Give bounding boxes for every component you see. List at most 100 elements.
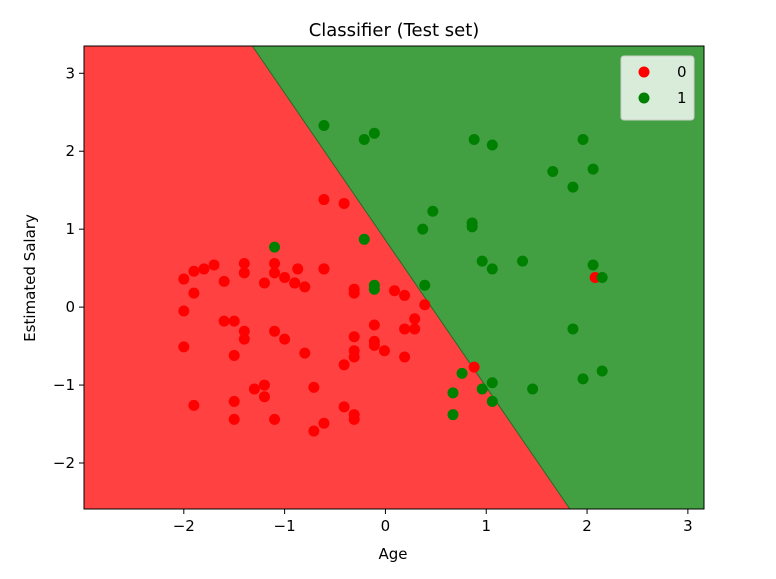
data-point	[258, 277, 270, 289]
y-tick-label: −1	[53, 376, 75, 394]
data-point	[318, 417, 330, 429]
data-point	[399, 323, 411, 335]
data-point	[567, 323, 579, 335]
data-point	[318, 120, 330, 132]
data-point	[338, 401, 350, 413]
data-point	[577, 373, 589, 385]
data-point	[447, 409, 459, 421]
data-point	[348, 351, 360, 363]
data-point	[447, 387, 459, 399]
data-point	[292, 263, 304, 275]
data-point	[466, 221, 478, 233]
data-point	[228, 315, 240, 327]
data-point	[299, 281, 311, 293]
data-point	[486, 377, 498, 389]
data-point	[427, 205, 439, 217]
x-tick-label: 3	[683, 517, 693, 535]
data-point	[399, 289, 411, 301]
data-point	[218, 275, 230, 287]
data-point	[547, 165, 559, 177]
data-point	[409, 313, 421, 325]
data-point	[456, 367, 468, 379]
data-point	[208, 259, 220, 271]
data-point	[269, 325, 281, 337]
data-point	[318, 194, 330, 206]
data-point	[486, 395, 498, 407]
data-point	[486, 263, 498, 275]
data-point	[238, 257, 250, 269]
data-point	[358, 134, 370, 146]
legend-label: 0	[677, 63, 687, 81]
data-point	[409, 323, 421, 335]
data-point	[527, 383, 539, 395]
data-point	[228, 413, 240, 425]
data-point	[348, 331, 360, 343]
data-point	[269, 413, 281, 425]
data-point	[378, 345, 390, 357]
data-point	[587, 163, 599, 175]
data-point	[228, 349, 240, 361]
data-point	[587, 259, 599, 271]
x-tick-label: −1	[274, 517, 296, 535]
data-point	[238, 325, 250, 337]
data-point	[348, 283, 360, 295]
data-point	[218, 315, 230, 327]
legend-marker	[638, 92, 650, 104]
data-point	[198, 263, 210, 275]
data-point	[368, 319, 380, 331]
decision-boundary	[251, 45, 571, 510]
data-point	[269, 257, 281, 269]
data-point	[517, 255, 529, 267]
y-tick-label: 0	[65, 298, 75, 316]
data-point	[308, 381, 320, 393]
data-point	[338, 197, 350, 209]
data-point	[188, 399, 200, 411]
data-point	[178, 341, 190, 353]
data-point	[238, 333, 250, 345]
data-point	[248, 383, 260, 395]
legend-label: 1	[677, 89, 687, 107]
data-point	[476, 383, 488, 395]
data-point	[476, 255, 488, 267]
data-point	[368, 127, 380, 139]
legend-marker	[638, 66, 650, 78]
x-tick-label: 0	[381, 517, 391, 535]
data-point	[419, 299, 431, 311]
data-point	[368, 339, 380, 351]
x-tick-label: 1	[481, 517, 491, 535]
data-point	[228, 395, 240, 407]
x-tick-label: 2	[582, 517, 592, 535]
data-point	[389, 285, 401, 297]
data-point	[238, 267, 250, 279]
data-point	[269, 267, 281, 279]
data-point	[368, 283, 380, 295]
y-axis-label: Estimated Salary	[21, 214, 39, 342]
x-tick-label: −2	[173, 517, 195, 535]
region	[252, 46, 704, 509]
data-point	[178, 273, 190, 285]
data-point	[338, 359, 350, 371]
data-point	[178, 305, 190, 317]
data-point	[358, 233, 370, 245]
data-point	[279, 333, 291, 345]
data-point	[188, 265, 200, 277]
y-tick-label: 3	[65, 64, 75, 82]
data-point	[577, 134, 589, 146]
data-point	[596, 272, 608, 283]
data-point	[348, 413, 360, 425]
data-point	[269, 241, 281, 253]
data-point	[258, 379, 270, 391]
data-point	[188, 287, 200, 299]
chart-title: Classifier (Test set)	[309, 20, 480, 41]
plot-frame	[83, 45, 705, 510]
data-point	[468, 134, 480, 146]
data-point	[486, 139, 498, 151]
data-point	[289, 277, 301, 289]
data-point	[399, 351, 411, 363]
data-point	[596, 365, 608, 377]
data-point	[258, 391, 270, 403]
y-tick-label: 1	[65, 220, 75, 238]
data-point	[468, 361, 480, 373]
data-point	[567, 181, 579, 193]
